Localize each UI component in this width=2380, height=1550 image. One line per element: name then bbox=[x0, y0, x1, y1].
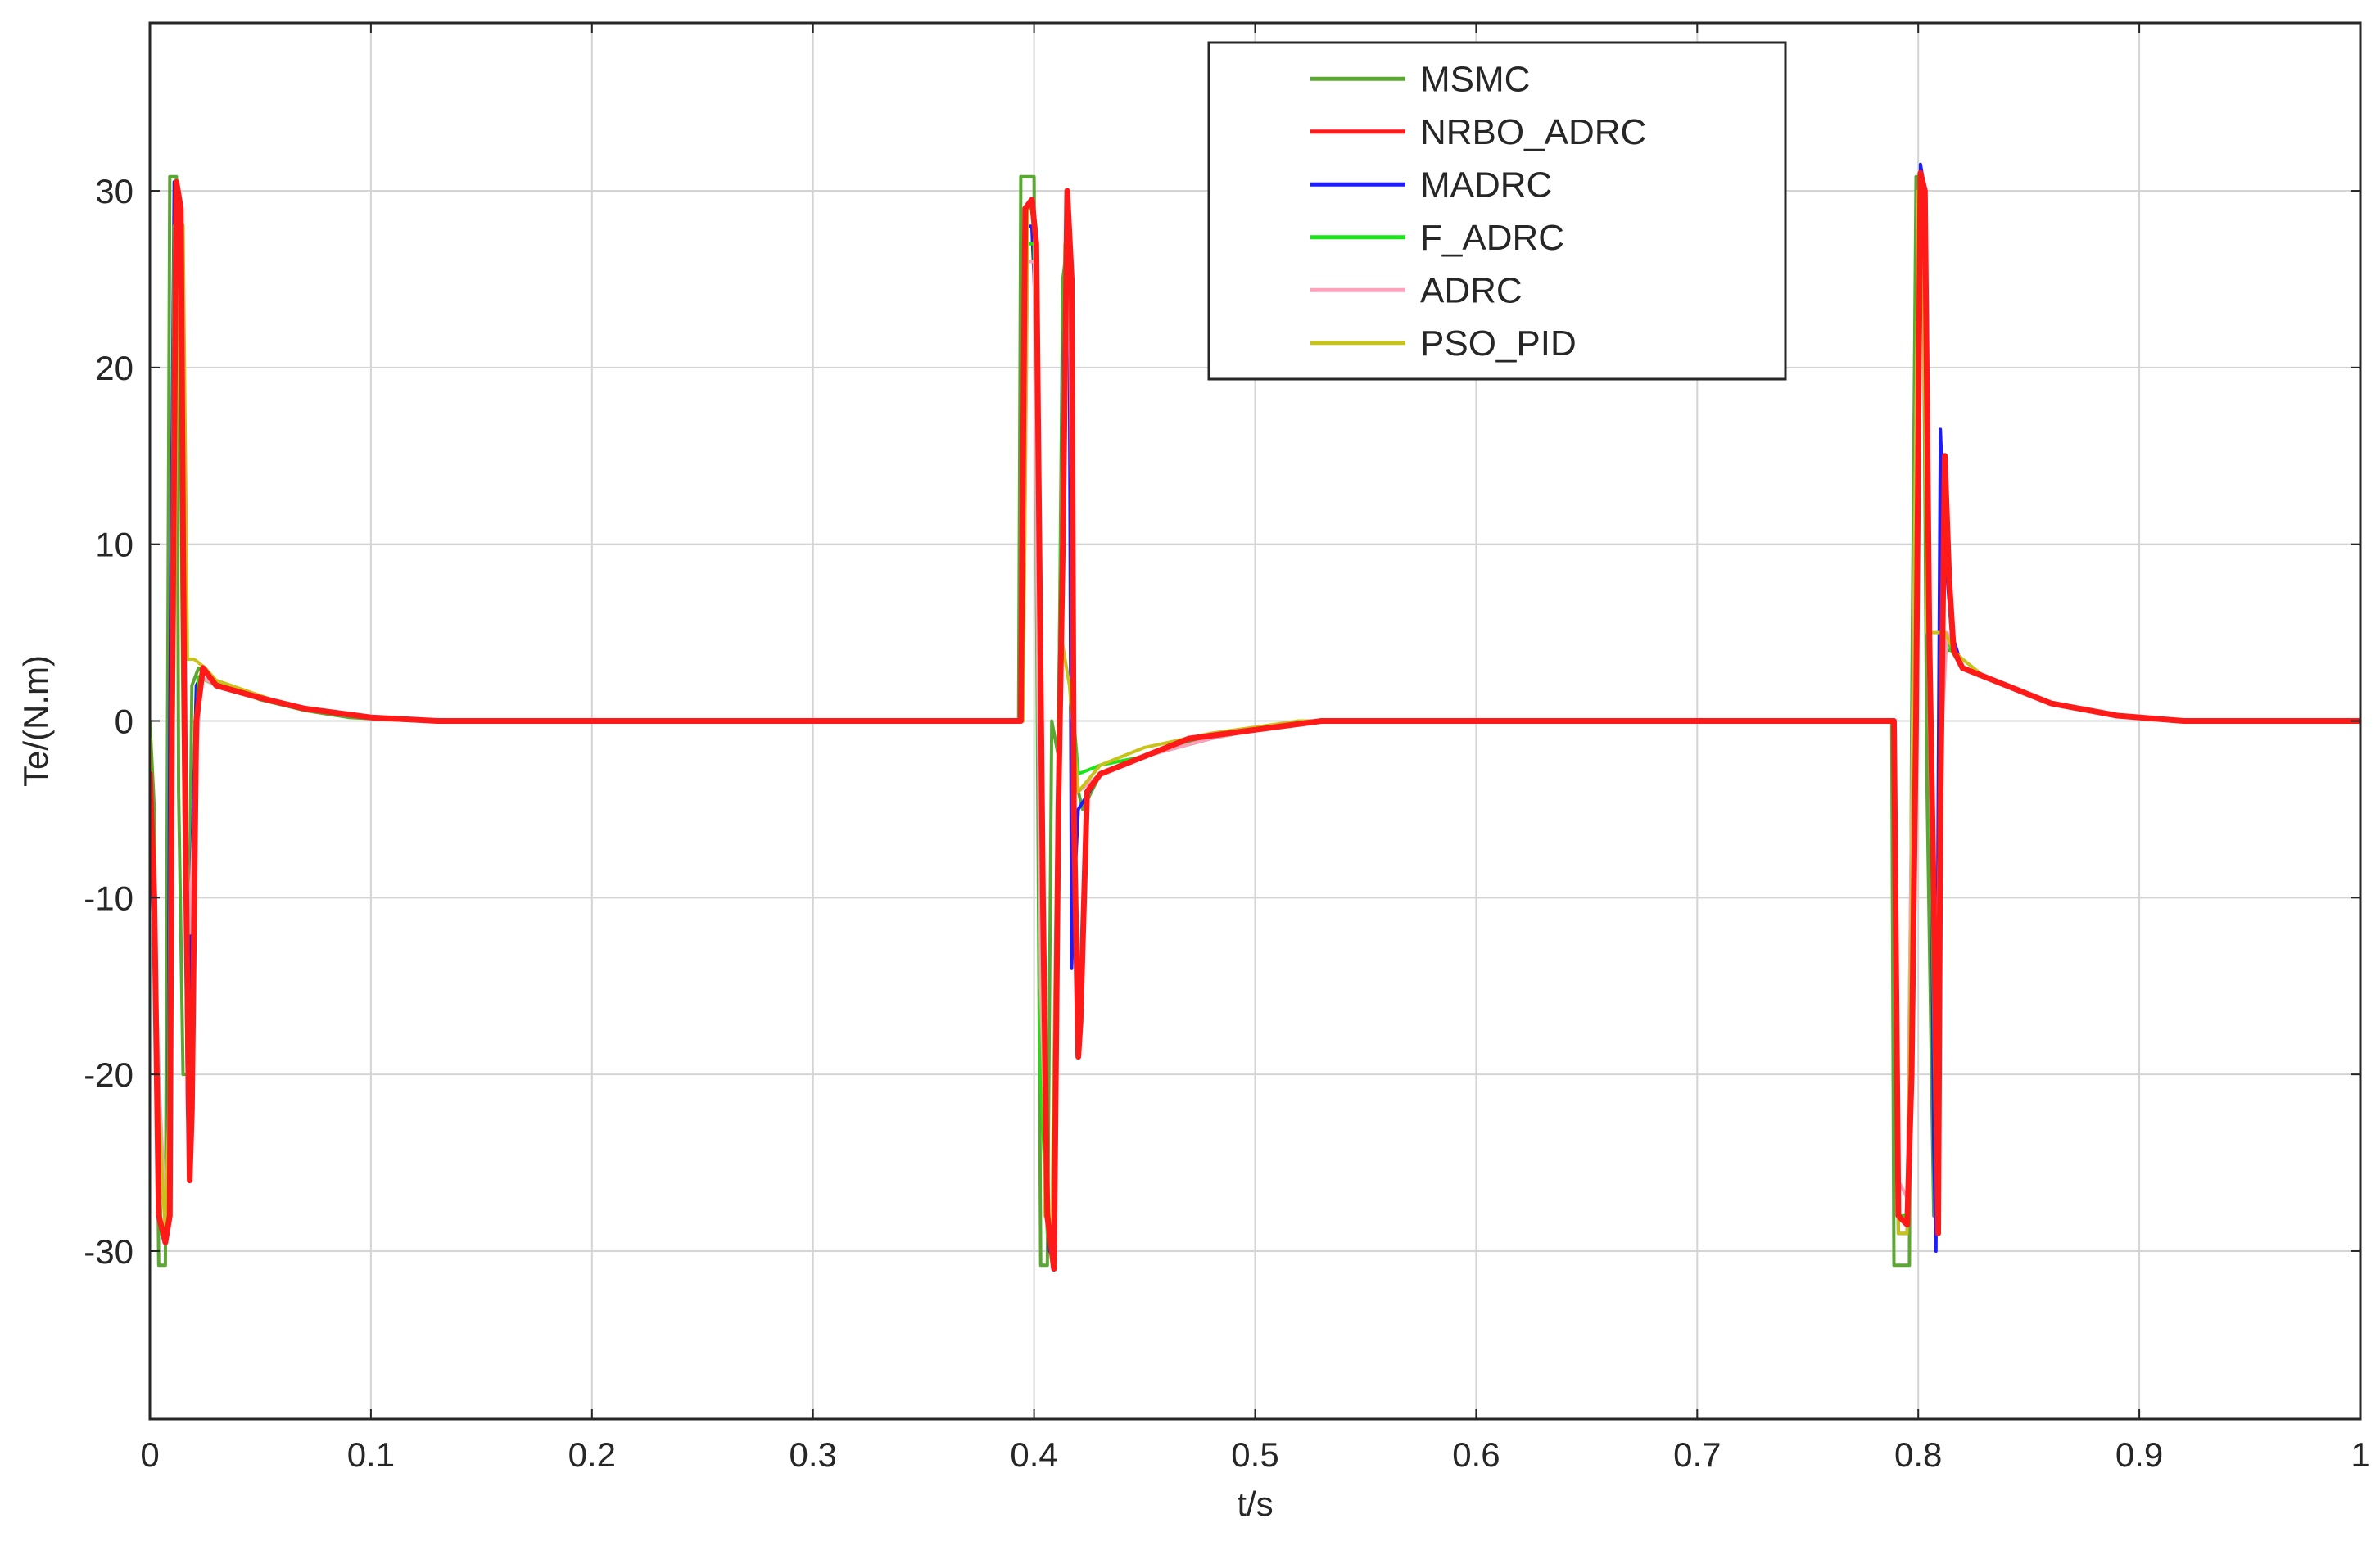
x-tick-label: 0.1 bbox=[347, 1435, 395, 1474]
x-tick-label: 0.5 bbox=[1231, 1435, 1278, 1474]
legend-label: MSMC bbox=[1420, 59, 1530, 99]
series-lines bbox=[150, 162, 2360, 1272]
x-tick-label: 0.3 bbox=[790, 1435, 837, 1474]
y-tick-label: 0 bbox=[115, 703, 133, 741]
y-axis-label: Te/(N.m) bbox=[16, 655, 55, 787]
x-tick-label: 0 bbox=[140, 1435, 159, 1474]
legend-label: MADRC bbox=[1420, 165, 1552, 205]
x-tick-label: 0.6 bbox=[1452, 1435, 1500, 1474]
x-tick-label: 0.2 bbox=[568, 1435, 616, 1474]
x-tick-label: 0.7 bbox=[1673, 1435, 1721, 1474]
y-tick-label: -30 bbox=[84, 1232, 133, 1271]
legend-label: F_ADRC bbox=[1420, 218, 1564, 258]
x-tick-label: 0.4 bbox=[1010, 1435, 1057, 1474]
x-tick-label: 0.8 bbox=[1894, 1435, 1942, 1474]
y-tick-label: -10 bbox=[84, 879, 133, 917]
axis-ticks: 0 0.1 0.2 0.3 0.4 0.5 0.6 0.7 0.8 0.9 1 -30 -20 -10 0 1… bbox=[84, 23, 2370, 1474]
legend-label: ADRC bbox=[1420, 270, 1523, 310]
x-axis-label: t/s bbox=[1237, 1484, 1273, 1523]
legend-label: PSO_PID bbox=[1420, 323, 1577, 364]
x-tick-label: 0.9 bbox=[2115, 1435, 2163, 1474]
series-line-nrbo-adrc bbox=[150, 169, 2360, 1272]
legend-box bbox=[1207, 41, 1787, 381]
y-tick-label: -20 bbox=[84, 1055, 133, 1094]
y-tick-label: 30 bbox=[95, 172, 133, 210]
legend-label: NRBO_ADRC bbox=[1420, 112, 1646, 152]
y-tick-label: 20 bbox=[95, 349, 133, 387]
x-tick-label: 1 bbox=[2351, 1435, 2369, 1474]
legend: MSMC NRBO_ADRC MADRC F_ADRC ADRC PSO_PID bbox=[1207, 41, 1787, 381]
y-tick-label: 10 bbox=[95, 526, 133, 564]
